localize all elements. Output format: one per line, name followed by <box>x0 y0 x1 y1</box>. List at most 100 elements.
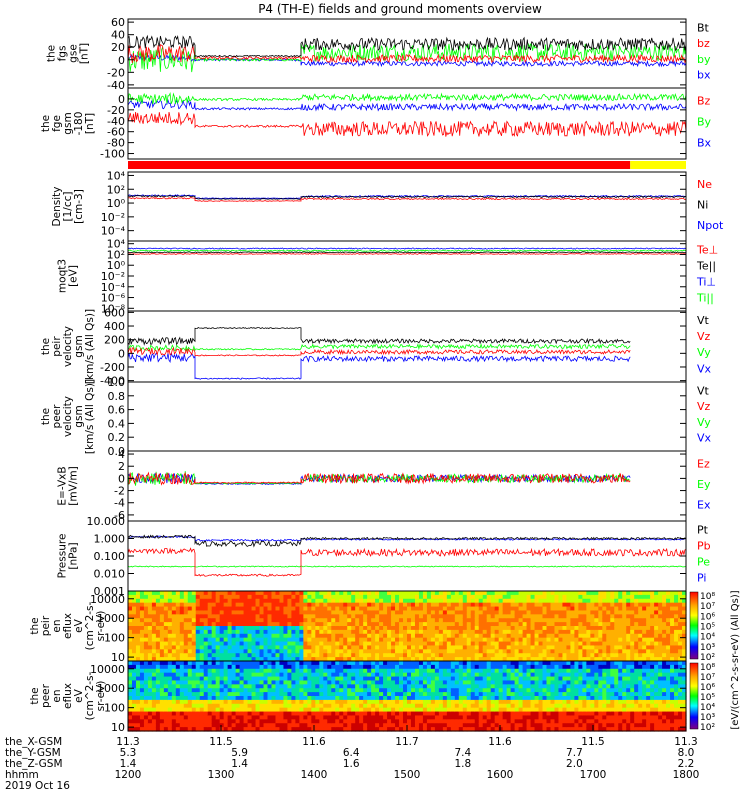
heatmap-cell <box>614 633 619 639</box>
heatmap-cell <box>171 688 177 693</box>
heatmap-cell <box>355 723 360 728</box>
heatmap-cell <box>622 645 627 650</box>
heatmap-cell <box>414 684 420 689</box>
heatmap-cell <box>263 676 269 682</box>
heatmap-cell <box>275 641 281 647</box>
heatmap-cell <box>442 591 448 596</box>
heatmap-cell <box>259 653 265 658</box>
heatmap-cell <box>143 719 149 724</box>
heatmap-cell <box>522 606 528 612</box>
heatmap-cell <box>131 626 137 631</box>
heatmap-cell <box>335 591 340 596</box>
heatmap-cell <box>454 723 460 728</box>
heatmap-cell <box>359 614 364 619</box>
heatmap-cell <box>295 672 300 678</box>
heatmap-cell <box>558 692 564 697</box>
heatmap-cell <box>502 676 508 682</box>
heatmap-cell <box>259 618 265 623</box>
heatmap-cell <box>235 626 241 631</box>
heatmap-cell <box>128 719 133 724</box>
heatmap-cell <box>458 676 464 682</box>
heatmap-cell <box>375 591 380 596</box>
heatmap-cell <box>446 606 452 612</box>
heatmap-cell <box>506 688 512 693</box>
heatmap-cell <box>147 657 153 662</box>
heatmap-cell <box>574 664 579 670</box>
heatmap-cell <box>650 637 655 643</box>
heatmap-cell <box>410 602 416 608</box>
heatmap-cell <box>654 606 659 612</box>
y-axis-label-line: en <box>51 619 63 632</box>
heatmap-cell <box>359 672 364 678</box>
heatmap-cell <box>183 598 189 604</box>
heatmap-cell <box>175 680 181 685</box>
heatmap-cell <box>231 657 237 662</box>
heatmap-cell <box>602 707 607 713</box>
heatmap-cell <box>363 719 368 724</box>
heatmap-cell <box>183 715 189 720</box>
heatmap-cell <box>363 633 368 639</box>
heatmap-cell <box>490 649 496 654</box>
heatmap-cell <box>510 591 516 596</box>
heatmap-cell <box>159 711 165 717</box>
heatmap-cell <box>267 591 273 596</box>
heatmap-cell <box>311 676 316 682</box>
heatmap-cell <box>514 676 520 682</box>
heatmap-cell <box>574 645 579 650</box>
heatmap-cell <box>351 692 356 697</box>
heatmap-cell <box>674 606 679 612</box>
heatmap-cell <box>139 703 145 709</box>
heatmap-cell <box>215 633 221 639</box>
heatmap-cell <box>343 719 348 724</box>
heatmap-cell <box>566 664 572 670</box>
heatmap-cell <box>478 696 484 701</box>
heatmap-cell <box>506 696 512 701</box>
heatmap-cell <box>171 703 177 709</box>
heatmap-cell <box>630 637 635 643</box>
heatmap-cell <box>502 680 508 685</box>
heatmap-cell <box>335 629 340 635</box>
heatmap-cell <box>323 715 328 720</box>
heatmap-cell <box>430 626 436 631</box>
heatmap-cell <box>211 618 217 623</box>
heatmap-cell <box>291 606 296 612</box>
heatmap-cell <box>315 688 320 693</box>
heatmap-cell <box>151 598 157 604</box>
heatmap-cell <box>399 598 404 604</box>
heatmap-cell <box>347 653 352 658</box>
heatmap-cell <box>498 672 504 678</box>
heatmap-cell <box>227 614 233 619</box>
heatmap-cell <box>267 676 273 682</box>
heatmap-cell <box>422 598 428 604</box>
heatmap-cell <box>618 606 623 612</box>
heatmap-cell <box>355 598 360 604</box>
heatmap-cell <box>534 723 540 728</box>
heatmap-cell <box>303 684 308 689</box>
heatmap-cell <box>650 645 655 650</box>
heatmap-cell <box>534 676 540 682</box>
heatmap-cell <box>255 637 261 643</box>
heatmap-cell <box>335 661 340 666</box>
heatmap-cell <box>155 602 161 608</box>
heatmap-cell <box>247 719 253 724</box>
heatmap-cell <box>506 711 512 717</box>
heatmap-cell <box>143 610 149 615</box>
heatmap-cell <box>538 680 544 685</box>
heatmap-cell <box>275 645 281 650</box>
heatmap-cell <box>606 606 611 612</box>
heatmap-cell <box>199 610 205 615</box>
heatmap-cell <box>442 661 448 666</box>
heatmap-cell <box>311 715 316 720</box>
heatmap-cell <box>510 641 516 647</box>
heatmap-cell <box>135 699 141 705</box>
heatmap-cell <box>606 629 611 635</box>
heatmap-cell <box>323 692 328 697</box>
heatmap-cell <box>606 626 611 631</box>
heatmap-cell <box>299 653 304 658</box>
heatmap-cell <box>458 711 464 717</box>
heatmap-cell <box>662 641 667 647</box>
heatmap-cell <box>550 719 556 724</box>
heatmap-cell <box>199 719 205 724</box>
heatmap-cell <box>526 598 532 604</box>
heatmap-cell <box>275 672 281 678</box>
